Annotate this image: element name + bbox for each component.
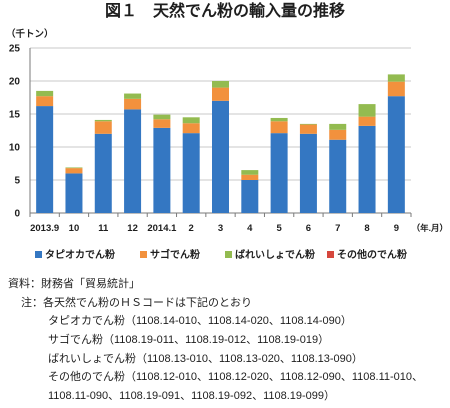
bar-segment — [212, 100, 229, 213]
x-tick-label: 9 — [394, 223, 399, 234]
bar-segment — [270, 117, 288, 122]
bar-segment — [124, 109, 142, 213]
bar-segment — [65, 168, 83, 174]
x-tick-label: 5 — [276, 223, 282, 234]
bar-segment — [387, 96, 405, 213]
x-tick-label: 2013.9 — [30, 223, 59, 234]
bar-segment — [36, 90, 54, 97]
x-tick-label: 11 — [98, 223, 109, 234]
bar-segment — [65, 167, 83, 169]
legend: タピオカでん粉 サゴでん粉 ばれいしょでん粉 その他のでん粉 — [35, 248, 407, 261]
bar-segment — [153, 119, 171, 128]
bar-segment — [182, 123, 200, 134]
y-tick-labels: 0 5 10 15 20 25 — [9, 44, 21, 220]
x-axis-unit-label: （年.月） — [412, 223, 448, 233]
bar-segment — [182, 117, 200, 124]
bar-segment — [124, 98, 142, 110]
x-tick-label: 4 — [247, 223, 253, 234]
note-hs-code-line: ばれいしょでん粉（1108.13-010、1108.13-020、1108.13… — [48, 352, 363, 365]
x-tick-label: 2 — [189, 223, 194, 234]
y-tick-label: 25 — [9, 44, 21, 55]
bar-segment — [387, 74, 405, 82]
bar-segment — [124, 93, 142, 99]
x-tick-label: 7 — [335, 223, 340, 234]
note-hs-code-line: 1108.11-090、1108.19-091、1108.19-092、1108… — [48, 390, 336, 403]
figure-title: 図１ 天然でん粉の輸入量の推移 — [104, 3, 345, 20]
bar-segment — [153, 114, 171, 120]
x-tick-label: 3 — [218, 223, 223, 234]
legend-label: ばれいしょでん粉 — [235, 248, 315, 261]
legend-label: その他のでん粉 — [337, 248, 407, 261]
bar-segment — [299, 124, 317, 134]
y-axis-unit-label: （千トン） — [6, 28, 54, 40]
bar-segment — [270, 121, 288, 134]
bar-segment — [94, 119, 112, 122]
y-tick-label: 15 — [9, 110, 21, 121]
note-hs-code-line: タピオカでん粉（1108.14-010、1108.14-020、1108.14-… — [48, 315, 352, 328]
bar-segment — [241, 174, 259, 180]
bar-segment — [212, 81, 229, 88]
bar-segment — [299, 123, 317, 125]
bar-segment — [358, 125, 376, 213]
bar-segment — [358, 104, 376, 117]
x-tick-label: 8 — [364, 223, 369, 234]
legend-label: タピオカでん粉 — [45, 248, 115, 261]
y-tick-label: 20 — [9, 77, 21, 88]
x-tick-label: 12 — [127, 223, 138, 234]
bar-segment — [182, 133, 200, 213]
bar-segment — [299, 133, 317, 213]
y-tick-label: 5 — [14, 176, 20, 187]
bar-segment — [153, 127, 171, 213]
x-tick-label: 10 — [69, 223, 80, 234]
bar-segment — [270, 133, 288, 213]
notes: 資料：財務省「貿易統計」 注：各天然でん粉のＨＳコードは下記のとおり タピオカで… — [0, 275, 450, 406]
bar-segment — [241, 170, 259, 175]
bars — [36, 74, 405, 213]
bar-segment — [65, 173, 83, 213]
bar-segment — [94, 121, 112, 134]
x-tick-label: 2014.1 — [147, 223, 177, 234]
note-hs-code-line: サゴでん粉（1108.19-011、1108.19-012、1108.19-01… — [48, 334, 330, 347]
legend-swatch — [35, 251, 42, 258]
bar-segment — [329, 129, 347, 140]
bar-segment — [329, 123, 347, 130]
y-tick-label: 10 — [9, 143, 21, 154]
legend-label: サゴでん粉 — [150, 248, 200, 261]
bar-segment — [36, 96, 54, 107]
legend-swatch — [327, 251, 334, 258]
x-tick-label: 6 — [306, 223, 311, 234]
legend-swatch — [140, 251, 147, 258]
source-note: 資料：財務省「貿易統計」 — [8, 278, 140, 290]
legend-swatch — [225, 251, 232, 258]
bar-segment — [241, 180, 259, 213]
bar-segment — [212, 87, 229, 101]
bar-segment — [329, 139, 347, 213]
bar-segment — [358, 116, 376, 126]
stacked-bar-chart: 0 5 10 15 20 25 2013.9 10 11 12 2014.1 2 3 4 5 6 7 8 9 （千… — [6, 28, 448, 261]
bar-segment — [36, 106, 54, 213]
x-tick-labels: 2013.9 10 11 12 2014.1 2 3 4 5 6 7 8 9 — [30, 223, 399, 234]
y-tick-label: 0 — [14, 209, 20, 220]
bar-segment — [94, 133, 112, 213]
bar-segment — [387, 81, 405, 97]
note-heading: 注：各天然でん粉のＨＳコードは下記のとおり — [21, 296, 252, 309]
note-hs-code-line: その他のでん粉（1108.12-010、1108.12-020、1108.12-… — [48, 371, 424, 384]
